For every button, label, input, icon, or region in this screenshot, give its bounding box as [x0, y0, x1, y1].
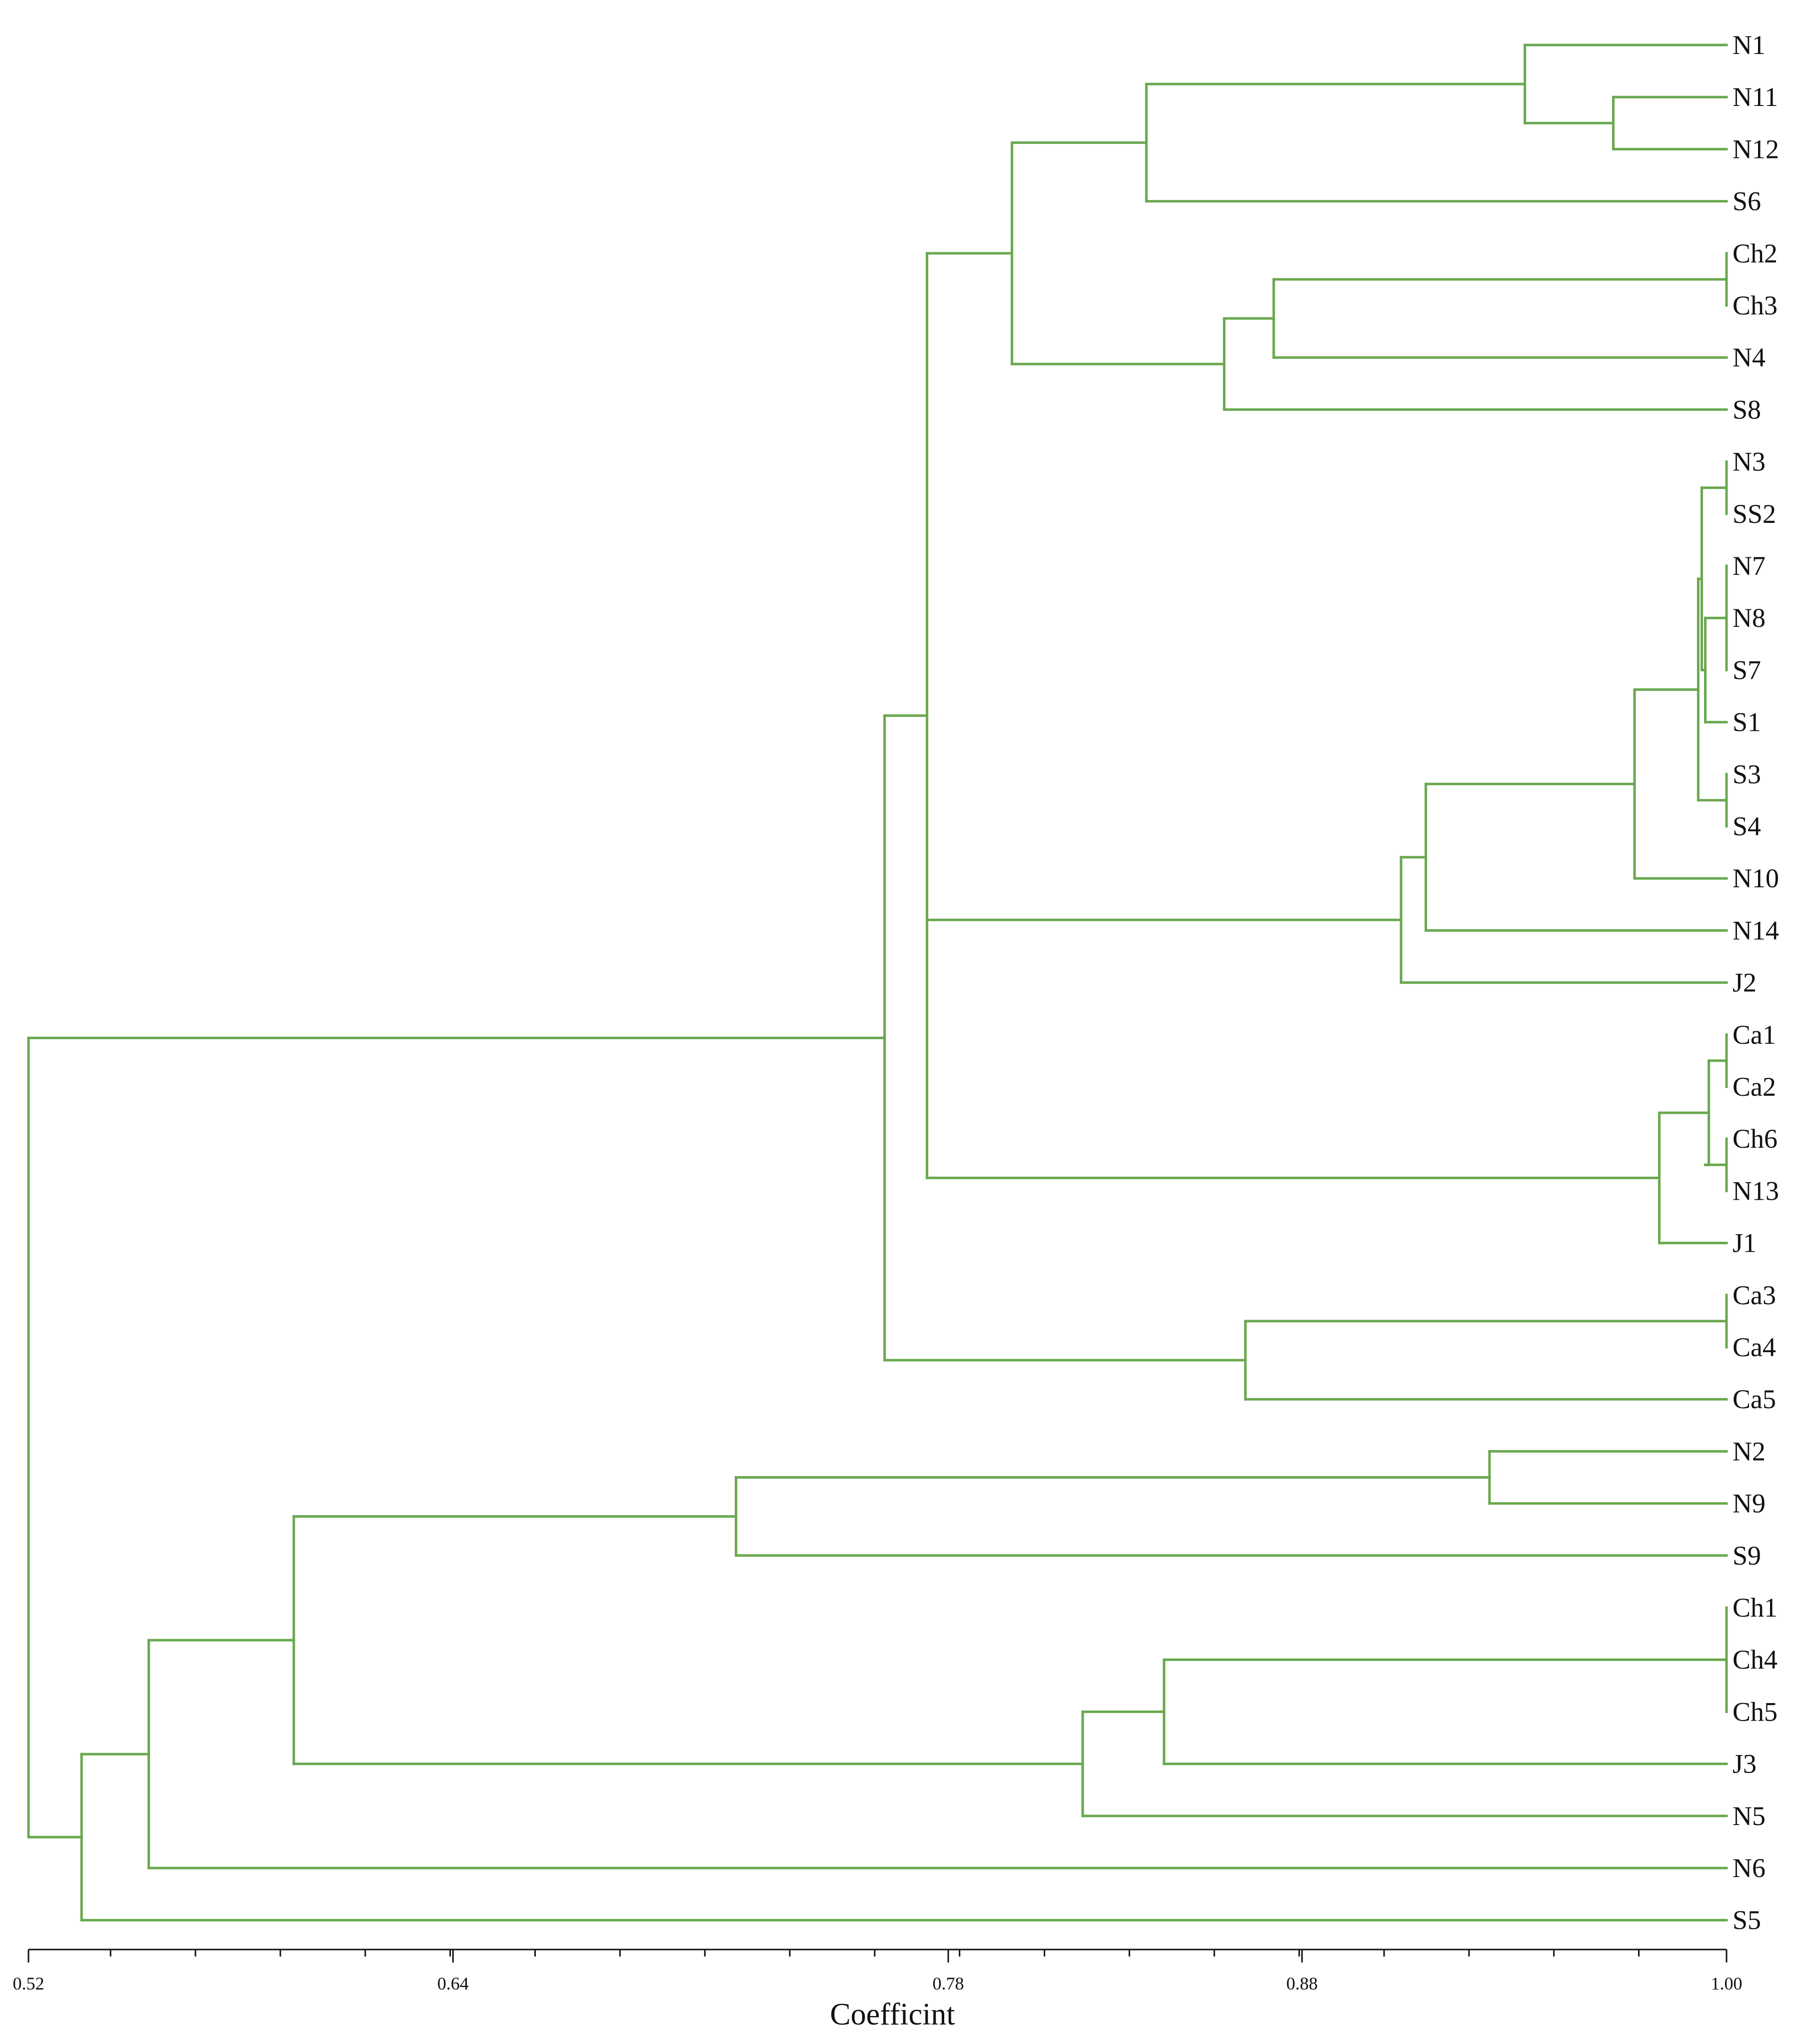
leaf-label-s5: S5 — [1733, 1905, 1761, 1935]
leaf-label-n7: N7 — [1733, 551, 1766, 581]
leaf-label-ch1: Ch1 — [1733, 1593, 1778, 1623]
leaf-label-ch2: Ch2 — [1733, 238, 1778, 268]
x-axis-title: Coefficint — [830, 1998, 955, 2032]
leaf-label-j3: J3 — [1733, 1749, 1757, 1779]
tick-label: 0.52 — [13, 1974, 44, 1994]
leaf-label-s1: S1 — [1733, 707, 1761, 737]
leaf-label-ca5: Ca5 — [1733, 1384, 1776, 1414]
leaf-label-s6: S6 — [1733, 186, 1761, 216]
leaf-label-n2: N2 — [1733, 1436, 1766, 1466]
leaf-label-s7: S7 — [1733, 655, 1761, 685]
leaf-label-ch6: Ch6 — [1733, 1124, 1778, 1154]
leaf-label-n10: N10 — [1733, 863, 1779, 893]
major-ticks: 0.52 0.64 0.78 0.88 1.00 — [13, 1950, 1743, 1994]
tick-label: 0.78 — [933, 1974, 964, 1994]
branches — [27, 43, 1728, 1922]
leaf-label-j1: J1 — [1733, 1228, 1757, 1258]
leaf-label-n13: N13 — [1733, 1176, 1779, 1206]
leaf-label-n12: N12 — [1733, 134, 1779, 164]
leaf-label-ca1: Ca1 — [1733, 1020, 1776, 1050]
leaf-label-s8: S8 — [1733, 394, 1761, 424]
leaf-label-n11: N11 — [1733, 82, 1778, 112]
leaf-label-ch4: Ch4 — [1733, 1645, 1778, 1675]
leaf-label-ss2: SS2 — [1733, 499, 1776, 529]
tick-label: 0.88 — [1286, 1974, 1318, 1994]
tick-label: 1.00 — [1711, 1974, 1743, 1994]
leaf-label-ch3: Ch3 — [1733, 290, 1778, 320]
leaf-label-n14: N14 — [1733, 915, 1779, 945]
leaf-label-ch5: Ch5 — [1733, 1697, 1778, 1727]
leaf-label-ca4: Ca4 — [1733, 1332, 1776, 1362]
leaf-label-n8: N8 — [1733, 603, 1766, 633]
minor-ticks — [109, 1950, 1640, 1957]
leaf-label-j2: J2 — [1733, 968, 1757, 998]
leaf-label-ca2: Ca2 — [1733, 1072, 1776, 1102]
x-axis: 0.52 0.64 0.78 0.88 1.00 — [13, 1949, 1743, 1994]
leaf-label-s9: S9 — [1733, 1541, 1761, 1571]
leaf-label-ca3: Ca3 — [1733, 1280, 1776, 1310]
leaf-label-s3: S3 — [1733, 759, 1761, 789]
leaf-label-n5: N5 — [1733, 1801, 1766, 1831]
tick-label: 0.64 — [437, 1974, 469, 1994]
leaf-label-n6: N6 — [1733, 1853, 1766, 1883]
leaf-label-n3: N3 — [1733, 447, 1766, 477]
leaf-label-s4: S4 — [1733, 811, 1761, 841]
leaf-label-n9: N9 — [1733, 1489, 1766, 1519]
leaf-label-n4: N4 — [1733, 342, 1766, 372]
leaf-label-n1: N1 — [1733, 30, 1766, 60]
leaf-labels: N1 N11 N12 S6 Ch2 Ch3 N4 S8 N3 SS2 N7 N8 S7 S1 S3 S4 N10… — [1733, 30, 1779, 1935]
